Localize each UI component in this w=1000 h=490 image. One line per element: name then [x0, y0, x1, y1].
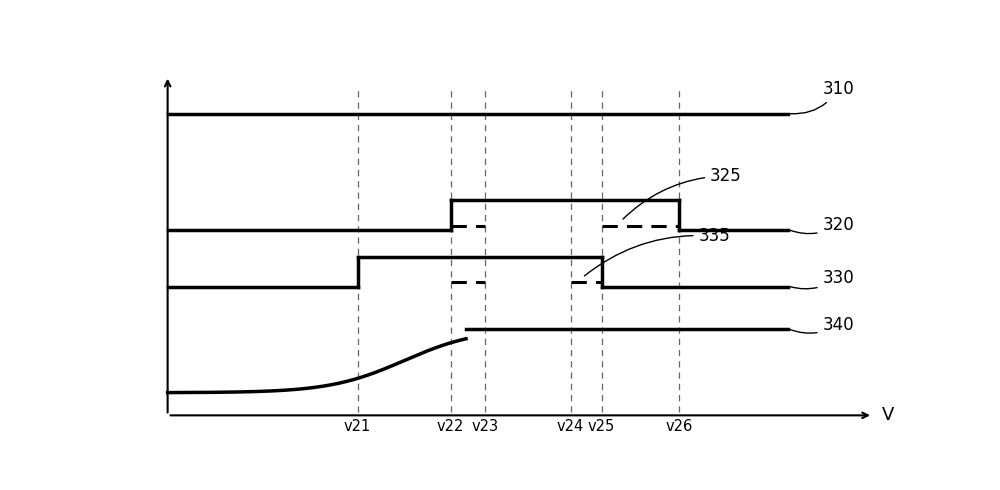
Text: 310: 310 — [790, 80, 854, 114]
Text: v26: v26 — [666, 419, 693, 434]
Text: 340: 340 — [790, 316, 854, 334]
Text: v25: v25 — [588, 419, 615, 434]
Text: 325: 325 — [623, 167, 742, 219]
Text: V: V — [882, 406, 895, 424]
Text: v21: v21 — [344, 419, 371, 434]
Text: v22: v22 — [437, 419, 464, 434]
Text: 330: 330 — [790, 269, 854, 289]
Text: v24: v24 — [557, 419, 584, 434]
Text: 335: 335 — [584, 227, 730, 276]
Text: v23: v23 — [472, 419, 499, 434]
Text: 320: 320 — [790, 216, 854, 234]
